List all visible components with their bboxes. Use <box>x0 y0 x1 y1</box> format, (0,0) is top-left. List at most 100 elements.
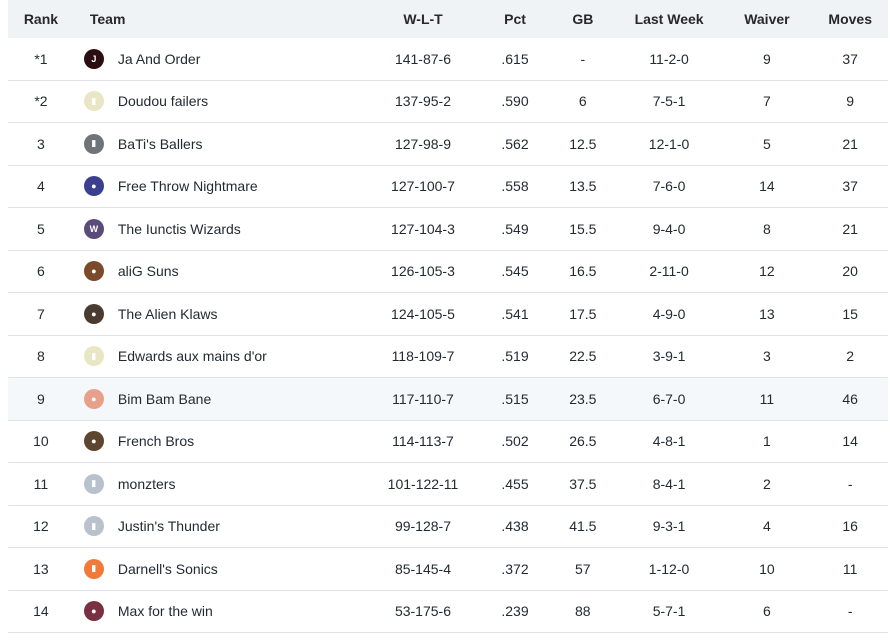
default-jersey-logo-icon[interactable]: ▮ <box>83 473 104 494</box>
table-row: 3 ▮ BaTi's Ballers 127-98-9 .562 12.5 12-1-0 5 2… <box>8 123 888 166</box>
player-avatar-logo-icon[interactable]: ● <box>83 303 104 324</box>
gb-cell: 15.5 <box>569 220 597 237</box>
team-name-link[interactable]: The Alien Klaws <box>117 305 218 322</box>
sonics-jersey-logo-icon[interactable]: ▮ <box>83 558 104 579</box>
table-row: 13 ▮ Darnell's Sonics 85-145-4 .372 57 1-12-0 1… <box>8 548 888 591</box>
team-name-link[interactable]: The Iunctis Wizards <box>117 220 241 237</box>
team-cell: ▮ Justin's Thunder <box>74 516 365 537</box>
team-name-link[interactable]: French Bros <box>117 433 195 450</box>
player-avatar-logo-icon[interactable]: ● <box>83 601 104 622</box>
header-pct[interactable]: Pct <box>504 11 526 27</box>
table-row: 6 ● aliG Suns 126-105-3 .545 16.5 2-11-0 12 20 <box>8 250 888 293</box>
team-name-link[interactable]: Max for the win <box>117 603 213 620</box>
gb-cell: 23.5 <box>569 390 597 407</box>
wlt-cell: 137-95-2 <box>394 93 451 110</box>
moves-cell: 9 <box>846 93 855 110</box>
team-name-link[interactable]: BaTi's Ballers <box>117 135 203 152</box>
pct-cell: .455 <box>501 475 529 492</box>
team-name-link[interactable]: Doudou failers <box>117 93 209 110</box>
team-cell: W The Iunctis Wizards <box>74 218 365 239</box>
wlt-cell: 127-98-9 <box>394 135 451 152</box>
pct-cell: .549 <box>501 220 529 237</box>
last-week-cell: 9-3-1 <box>652 518 686 535</box>
table-row: 7 ● The Alien Klaws 124-105-5 .541 17.5 4-9-0 1… <box>8 293 888 336</box>
team-name-link[interactable]: aliG Suns <box>117 263 179 280</box>
waiver-cell: 2 <box>762 475 771 492</box>
rank-cell: 9 <box>37 390 45 407</box>
team-name-link[interactable]: Free Throw Nightmare <box>117 178 258 195</box>
rank-cell: *1 <box>34 50 48 67</box>
wlt-cell: 85-145-4 <box>394 560 451 577</box>
team-name-link[interactable]: Edwards aux mains d'or <box>117 348 267 365</box>
wlt-cell: 127-100-7 <box>391 178 455 195</box>
last-week-cell: 6-7-0 <box>652 390 686 407</box>
player-avatar-logo-icon[interactable]: ● <box>83 176 104 197</box>
rank-cell: 7 <box>37 305 45 322</box>
default-jersey-logo-icon[interactable]: ▮ <box>83 516 104 537</box>
header-team[interactable]: Team <box>89 11 126 27</box>
gray-jersey-logo-icon[interactable]: ▮ <box>83 133 104 154</box>
team-cell: ● Free Throw Nightmare <box>74 176 365 197</box>
wlt-cell: 118-109-7 <box>391 348 455 365</box>
last-week-cell: 3-9-1 <box>652 348 686 365</box>
table-row: 8 ▮ Edwards aux mains d'or 118-109-7 .519 22.… <box>8 335 888 378</box>
pct-cell: .562 <box>501 135 529 152</box>
team-cell: ▮ Darnell's Sonics <box>74 558 365 579</box>
suns-logo-icon[interactable]: ● <box>83 261 104 282</box>
ja-and-order-logo-icon[interactable]: J <box>83 48 104 69</box>
header-moves[interactable]: Moves <box>828 11 872 27</box>
player-avatar-logo-icon[interactable]: ● <box>83 431 104 452</box>
gb-cell: 13.5 <box>569 178 597 195</box>
rank-cell: 5 <box>37 220 45 237</box>
table-row: 5 W The Iunctis Wizards 127-104-3 .549 15.5 9-… <box>8 208 888 251</box>
team-cell: ▮ monzters <box>74 473 365 494</box>
header-waiver[interactable]: Waiver <box>744 11 790 27</box>
team-cell: ● The Alien Klaws <box>74 303 365 324</box>
wlt-cell: 99-128-7 <box>394 518 451 535</box>
pct-cell: .615 <box>501 50 529 67</box>
waiver-cell: 14 <box>759 178 775 195</box>
jersey-logo-icon[interactable]: ▮ <box>83 91 104 112</box>
wlt-cell: 124-105-5 <box>391 305 455 322</box>
rank-cell: 8 <box>37 348 45 365</box>
rank-cell: 11 <box>33 475 49 492</box>
waiver-cell: 13 <box>759 305 775 322</box>
jersey-logo-icon[interactable]: ▮ <box>83 346 104 367</box>
team-cell: ▮ Doudou failers <box>74 91 365 112</box>
moves-cell: - <box>847 475 853 492</box>
header-last-week[interactable]: Last Week <box>634 11 704 27</box>
moves-cell: 46 <box>842 390 858 407</box>
cartoon-face-logo-icon[interactable]: ● <box>83 388 104 409</box>
team-cell: ● French Bros <box>74 431 365 452</box>
rank-cell: 12 <box>33 518 49 535</box>
header-gb[interactable]: GB <box>572 11 594 27</box>
wlt-cell: 117-110-7 <box>392 390 454 407</box>
pct-cell: .372 <box>501 560 529 577</box>
last-week-cell: 5-7-1 <box>652 603 686 620</box>
team-name-link[interactable]: Justin's Thunder <box>117 518 220 535</box>
team-name-link[interactable]: Bim Bam Bane <box>117 390 212 407</box>
team-name-link[interactable]: Darnell's Sonics <box>117 560 218 577</box>
gb-cell: 26.5 <box>569 433 597 450</box>
wizards-logo-icon[interactable]: W <box>83 218 104 239</box>
last-week-cell: 11-2-0 <box>649 50 689 67</box>
gb-cell: 6 <box>578 93 587 110</box>
pct-cell: .541 <box>501 305 529 322</box>
last-week-cell: 8-4-1 <box>652 475 686 492</box>
team-cell: ▮ BaTi's Ballers <box>74 133 365 154</box>
team-name-link[interactable]: Ja And Order <box>117 50 201 67</box>
gb-cell: 22.5 <box>569 348 597 365</box>
table-row: 12 ▮ Justin's Thunder 99-128-7 .438 41.5 9-3-1… <box>8 505 888 548</box>
team-name-link[interactable]: monzters <box>117 475 176 492</box>
waiver-cell: 4 <box>762 518 771 535</box>
table-body: *1 J Ja And Order 141-87-6.615-11-2-0 9 37 *2 ▮… <box>8 38 888 633</box>
wlt-cell: 101-122-11 <box>387 475 459 492</box>
table-header: Rank Team W-L-T Pct GB Last Week Waiver … <box>8 0 888 38</box>
moves-cell: 14 <box>842 433 858 450</box>
gb-cell: 88 <box>575 603 591 620</box>
header-rank[interactable]: Rank <box>23 11 59 27</box>
pct-cell: .502 <box>501 433 529 450</box>
last-week-cell: 2-11-0 <box>649 263 689 280</box>
header-wlt[interactable]: W-L-T <box>403 11 443 27</box>
wlt-cell: 127-104-3 <box>391 220 455 237</box>
